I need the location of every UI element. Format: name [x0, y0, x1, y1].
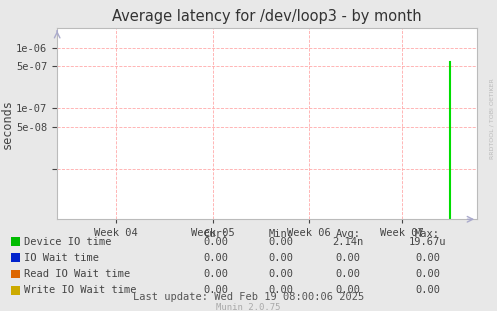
Text: 0.00: 0.00: [268, 285, 293, 295]
Text: 0.00: 0.00: [335, 253, 360, 263]
Text: 0.00: 0.00: [268, 237, 293, 247]
Text: Munin 2.0.75: Munin 2.0.75: [216, 304, 281, 311]
Text: 0.00: 0.00: [415, 269, 440, 279]
Text: 0.00: 0.00: [415, 253, 440, 263]
Text: 0.00: 0.00: [204, 253, 229, 263]
Text: 0.00: 0.00: [204, 237, 229, 247]
Text: 0.00: 0.00: [268, 253, 293, 263]
Text: RRDTOOL / TOBI OETIKER: RRDTOOL / TOBI OETIKER: [490, 78, 495, 159]
Text: Avg:: Avg:: [335, 229, 360, 239]
Title: Average latency for /dev/loop3 - by month: Average latency for /dev/loop3 - by mont…: [112, 9, 422, 24]
Text: 0.00: 0.00: [335, 269, 360, 279]
Text: 0.00: 0.00: [415, 285, 440, 295]
Text: Write IO Wait time: Write IO Wait time: [24, 285, 136, 295]
Text: 0.00: 0.00: [268, 269, 293, 279]
Y-axis label: seconds: seconds: [0, 99, 13, 149]
Text: Read IO Wait time: Read IO Wait time: [24, 269, 130, 279]
Text: Min:: Min:: [268, 229, 293, 239]
Text: Cur:: Cur:: [204, 229, 229, 239]
Text: 0.00: 0.00: [335, 285, 360, 295]
Text: Device IO time: Device IO time: [24, 237, 111, 247]
Text: 0.00: 0.00: [204, 269, 229, 279]
Text: IO Wait time: IO Wait time: [24, 253, 99, 263]
Text: 2.14n: 2.14n: [332, 237, 363, 247]
Text: 19.67u: 19.67u: [409, 237, 446, 247]
Text: Max:: Max:: [415, 229, 440, 239]
Text: 0.00: 0.00: [204, 285, 229, 295]
Text: Last update: Wed Feb 19 08:00:06 2025: Last update: Wed Feb 19 08:00:06 2025: [133, 292, 364, 302]
